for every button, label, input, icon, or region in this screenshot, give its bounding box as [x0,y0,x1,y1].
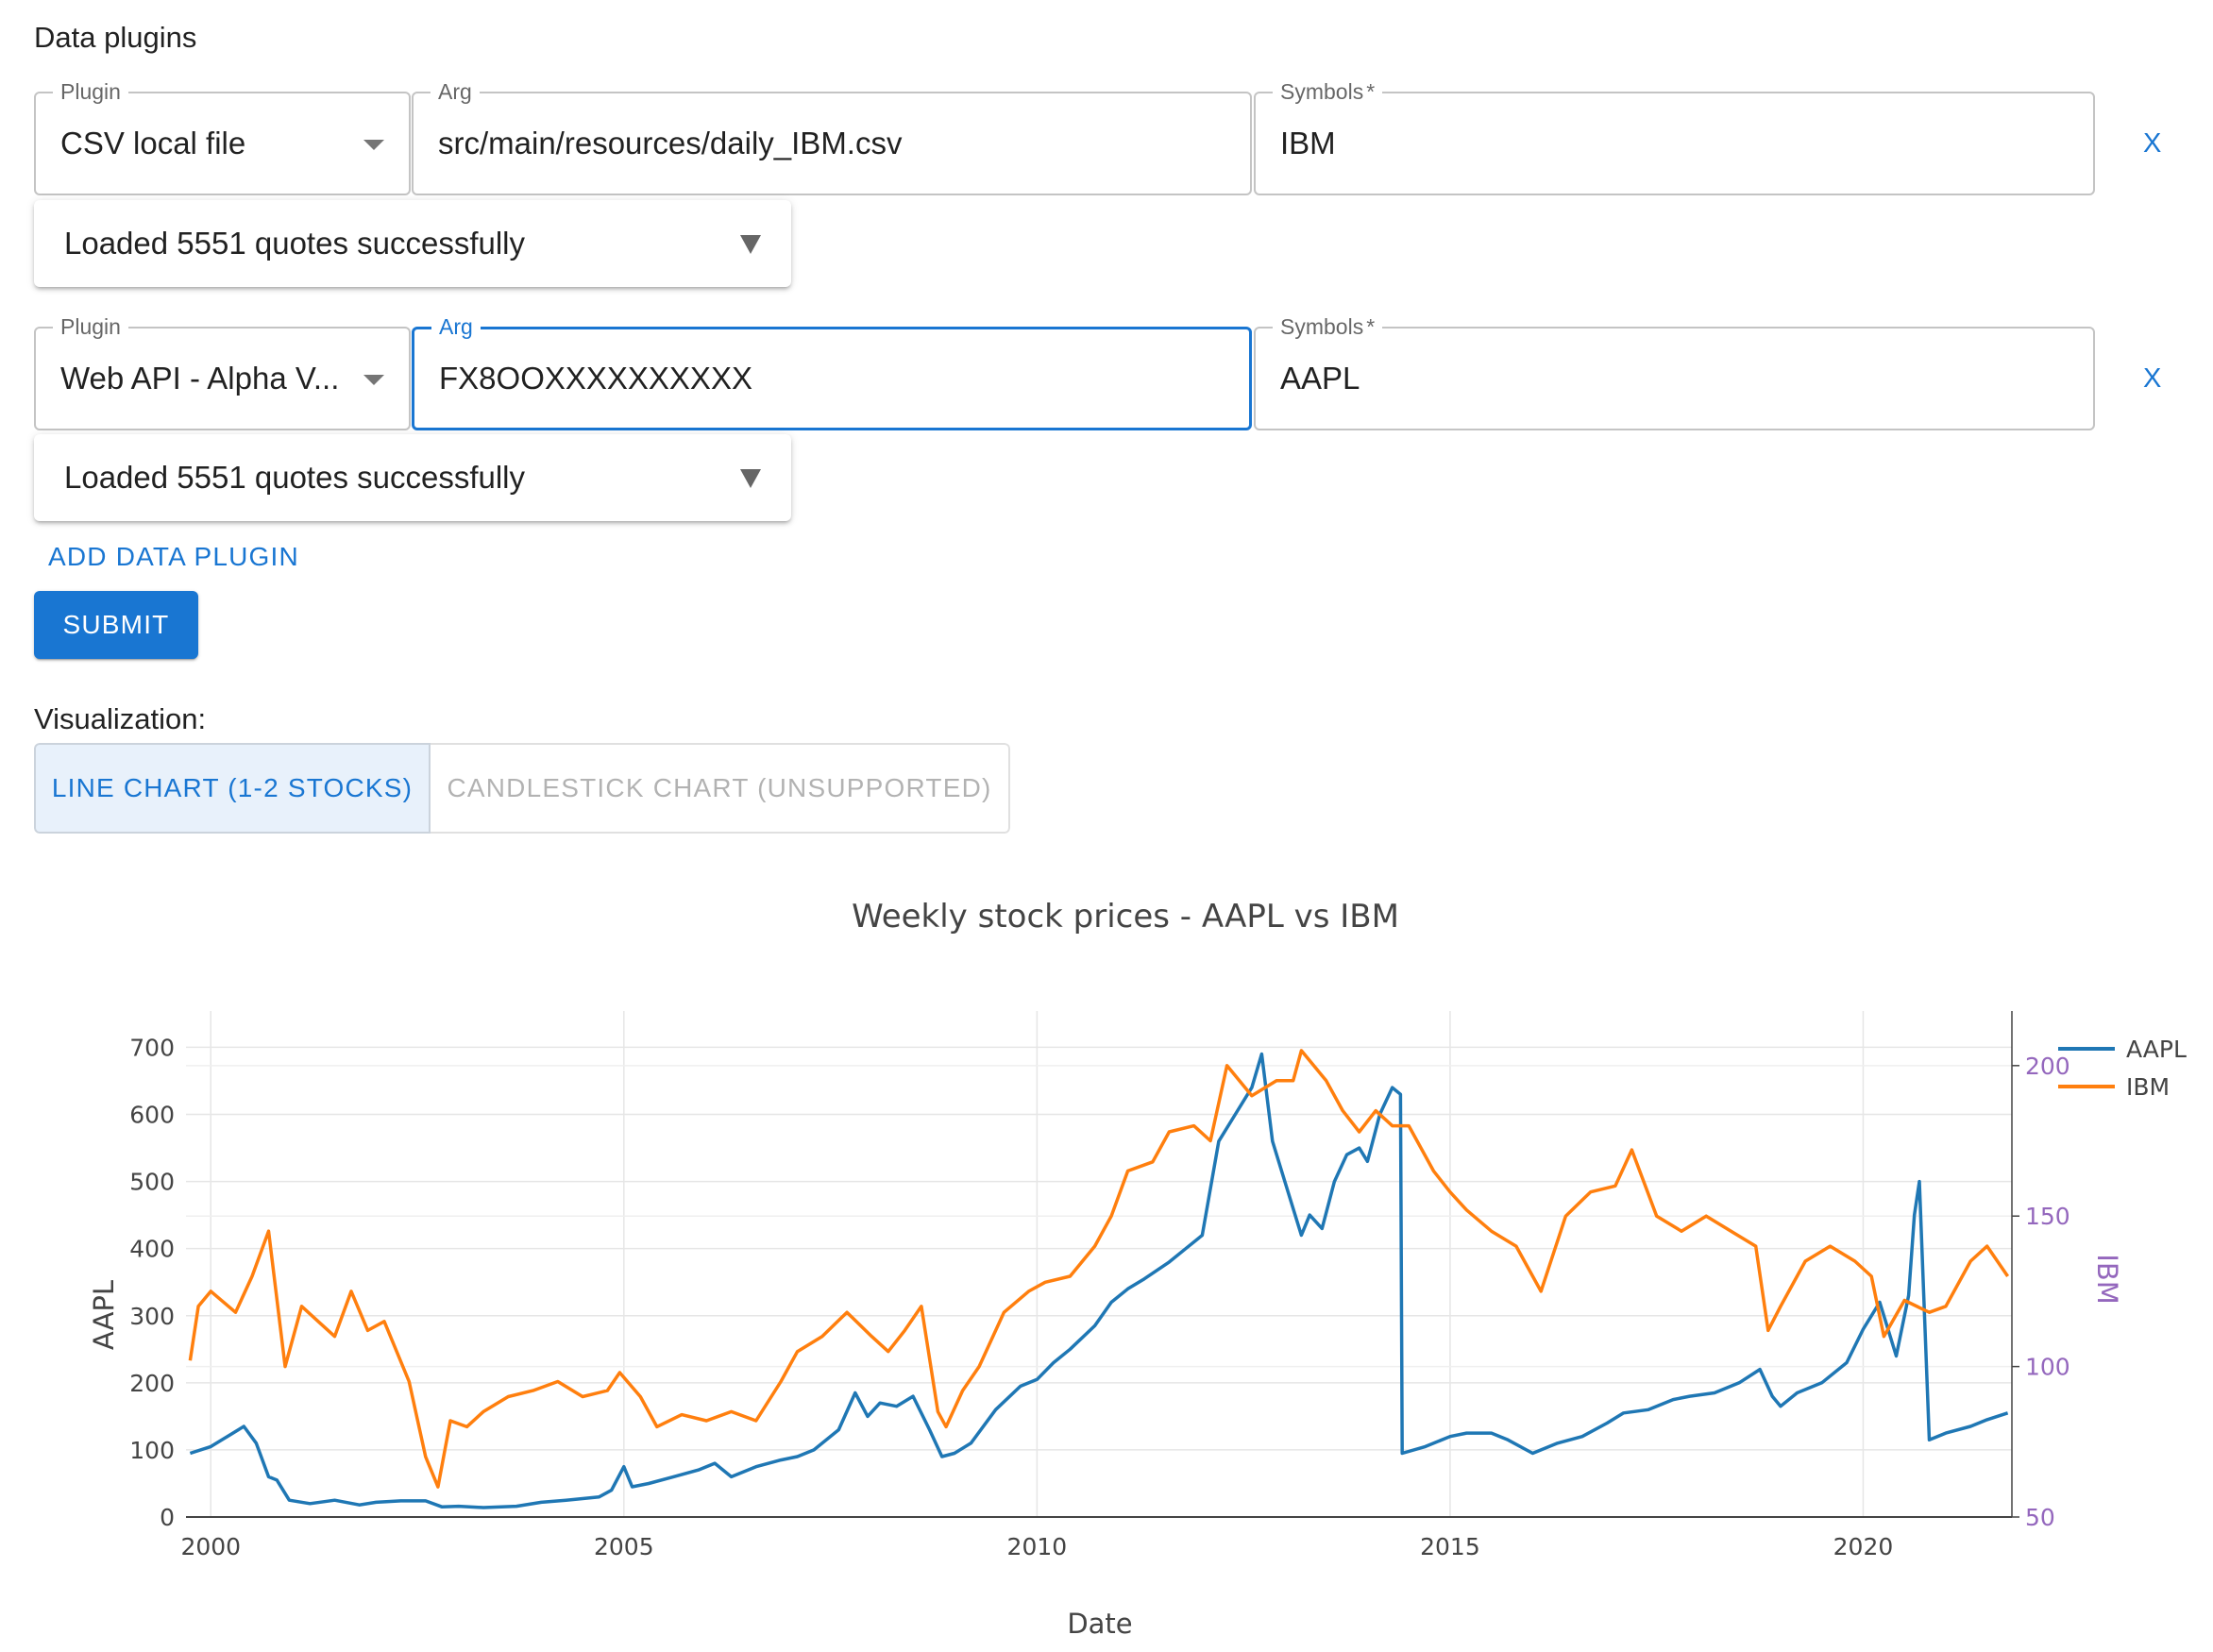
symbols-input[interactable]: Symbols * AAPL [1254,312,2095,430]
chart-legend[interactable]: AAPL IBM [2058,1036,2187,1101]
expand-arrow-icon[interactable] [740,235,761,254]
arg-value: src/main/resources/daily_IBM.csv [438,126,903,160]
symbols-value: IBM [1280,126,1336,160]
plugin-select[interactable]: Plugin CSV local file [34,77,411,195]
chart-grid [186,1011,2012,1518]
dropdown-arrow-icon [363,375,384,385]
arg-label: Arg [431,312,481,341]
dropdown-arrow-icon [363,140,384,150]
y-axis-label: AAPL [88,1280,120,1350]
line-chart-toggle[interactable]: LINE CHART (1-2 STOCKS) [34,743,431,834]
x-tick-label: 2005 [594,1533,654,1560]
symbols-label: Symbols * [1273,312,1383,341]
visualization-label: Visualization: [34,702,207,735]
page-title: Data plugins [34,21,197,54]
y2-tick-label: 200 [2025,1053,2070,1080]
y-tick-label: 300 [129,1303,175,1330]
submit-button[interactable]: SUBMIT [34,591,198,659]
arg-value: FX8OOXXXXXXXXXX [439,361,752,396]
y-tick-label: 400 [129,1236,175,1263]
x-tick-label: 2015 [1420,1533,1480,1560]
chart-title: Weekly stock prices - AAPL vs IBM [852,898,1399,936]
y2-tick-label: 150 [2025,1203,2070,1230]
plugin-status-accordion[interactable]: Loaded 5551 quotes successfully [34,434,791,521]
plugin-status-accordion[interactable]: Loaded 5551 quotes successfully [34,200,791,287]
expand-arrow-icon[interactable] [740,469,761,488]
x-tick-label: 2010 [1007,1533,1068,1560]
plugin-status-text: Loaded 5551 quotes successfully [64,460,526,495]
y2-axis-label: IBM [2091,1254,2123,1304]
y2-tick-label: 100 [2025,1354,2070,1381]
arg-input[interactable]: Arg src/main/resources/daily_IBM.csv [412,77,1252,195]
series-line-aapl [189,1052,2009,1509]
y-tick-label: 500 [129,1169,175,1196]
symbols-input[interactable]: Symbols * IBM [1254,77,2095,195]
plugin-select[interactable]: Plugin Web API - Alpha V... [34,312,411,430]
plugin-value: Web API - Alpha V... [60,361,340,396]
candlestick-chart-toggle: CANDLESTICK CHART (UNSUPPORTED) [431,743,1010,834]
remove-plugin-button[interactable]: X [2143,363,2162,394]
plugin-value: CSV local file [60,126,246,160]
series-line-ibm [188,1049,2010,1489]
remove-plugin-button[interactable]: X [2143,128,2162,159]
symbols-label: Symbols * [1273,77,1383,106]
y-tick-label: 600 [129,1102,175,1129]
legend-label: IBM [2126,1073,2170,1101]
add-data-plugin-button[interactable]: ADD DATA PLUGIN [48,542,299,571]
stock-line-chart: Weekly stock prices - AAPL vs IBM 2000 20… [88,898,2187,1640]
symbols-value: AAPL [1280,361,1360,396]
arg-label: Arg [431,77,480,106]
chart-series [188,1049,2010,1509]
legend-label: AAPL [2126,1036,2187,1063]
y2-tick-label: 50 [2025,1504,2055,1531]
plugin-label: Plugin [53,77,128,106]
plugin-status-text: Loaded 5551 quotes successfully [64,226,526,261]
y-tick-label: 100 [129,1437,175,1464]
plugin-label: Plugin [53,312,128,341]
arg-input[interactable]: Arg FX8OOXXXXXXXXXX [412,312,1252,430]
y-tick-label: 700 [129,1034,175,1061]
chart-axes: 2000 2005 2010 2015 2020 0 100 200 300 400 500 600 7… [129,1011,2070,1560]
x-tick-label: 2020 [1833,1533,1894,1560]
visualization-toggle-group: LINE CHART (1-2 STOCKS) CANDLESTICK CHAR… [34,743,1010,834]
y-tick-label: 0 [160,1504,175,1531]
y-tick-label: 200 [129,1370,175,1397]
x-tick-label: 2000 [180,1533,241,1560]
x-axis-label: Date [1067,1608,1132,1640]
